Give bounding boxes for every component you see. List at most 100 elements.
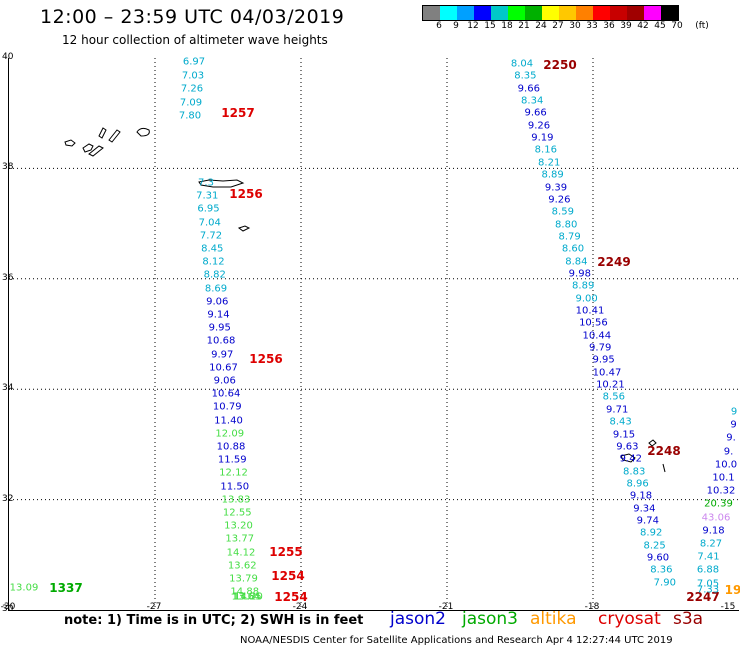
wave-height-label: 14.20 (234, 591, 263, 603)
wave-height-label: 9.18 (702, 525, 725, 537)
wave-height-label: 9.66 (524, 107, 547, 119)
wave-height-label: 8.83 (623, 466, 646, 478)
wave-height-label: 10.1 (712, 472, 735, 484)
map-area (8, 58, 739, 611)
wave-height-label: 7.80 (178, 110, 202, 122)
satellite-legend-jason2: jason2 (390, 609, 446, 629)
lat-tick-label: 36 (2, 272, 14, 283)
coastline-outline (662, 463, 666, 473)
wave-height-label: 7.41 (697, 551, 720, 563)
legend-swatch (508, 6, 525, 20)
wave-height-label: 10.44 (582, 330, 612, 342)
coastline-outline (98, 127, 107, 139)
wave-height-label: 43.06 (701, 512, 731, 524)
legend-swatch (474, 6, 491, 20)
wave-height-label: 13.83 (221, 494, 251, 506)
satellite-legend-s3a: s3a (673, 609, 704, 629)
legend-label: 18 (501, 21, 513, 31)
wave-height-label: 8.59 (551, 206, 574, 218)
wave-height-label: 10.67 (209, 362, 238, 374)
legend-label: 15 (484, 21, 496, 31)
wave-height-label: 8.80 (555, 219, 578, 231)
lon-tick-label: -30 (0, 602, 16, 612)
pass-number-label: 2248 (647, 444, 681, 458)
wave-height-label: 8.79 (558, 231, 581, 243)
wave-height-label: 7.09 (179, 97, 203, 108)
legend-label: 6 (436, 21, 442, 31)
wave-height-label: 9 (730, 406, 738, 418)
wave-height-label: 9.26 (548, 194, 571, 206)
lat-tick-label: 38 (2, 162, 14, 173)
wave-height-label: 8.89 (541, 169, 564, 181)
wave-height-label: 8.69 (204, 283, 228, 295)
wave-height-label: 10.64 (211, 388, 241, 400)
lat-tick-label: 40 (2, 52, 14, 62)
wave-height-label: 10.47 (592, 367, 622, 379)
color-legend-labels: 6 9 12 15 18 21 24 27 30 33 36 39 42 45 70 (ft) (422, 21, 740, 33)
pass-number-label: 1256 (249, 352, 283, 366)
wave-height-label: 11.40 (214, 415, 243, 427)
wave-height-label: 14.88 (230, 586, 260, 598)
legend-swatch (610, 6, 627, 20)
wave-height-label: 9.66 (517, 83, 540, 95)
legend-swatch (576, 6, 593, 20)
legend-swatch (525, 6, 542, 20)
wave-height-label: 9 (730, 419, 737, 431)
satellite-legend-altika: altika (530, 609, 577, 629)
legend-swatch (627, 6, 644, 20)
wave-height-label: 7.90 (653, 577, 676, 589)
wave-height-label: 6.97 (182, 56, 206, 68)
wave-height-label: 12.55 (222, 507, 252, 519)
wave-height-label: 20.39 (704, 498, 733, 510)
legend-label: 27 (552, 21, 564, 31)
wave-height-label: 9.71 (606, 404, 629, 416)
wave-height-label: 8.43 (609, 416, 632, 428)
pass-number-label: 1257 (221, 106, 255, 120)
wave-height-label: 6.95 (197, 203, 220, 215)
legend-label: 24 (535, 21, 547, 31)
wave-height-label: 8.16 (534, 144, 557, 156)
wave-height-label: 8.36 (650, 564, 673, 576)
wave-height-label: 9.19 (531, 132, 554, 144)
wave-height-label: 10.56 (579, 317, 608, 329)
wave-height-label: 7.04 (198, 217, 221, 229)
legend-label: 30 (569, 21, 581, 31)
wave-height-label: 8.84 (565, 256, 588, 268)
wave-height-label: 13.20 (224, 520, 253, 532)
lon-tick-label: -18 (584, 602, 600, 612)
pass-number-label: 19 (724, 583, 740, 597)
pass-number-label: 1337 (49, 581, 83, 595)
wave-height-label: 11.59 (217, 454, 247, 466)
wave-height-label: 9.63 (616, 441, 639, 453)
legend-label: 12 (467, 21, 479, 31)
legend-label: 21 (518, 21, 530, 31)
wave-height-label: 13.62 (227, 560, 257, 572)
wave-height-label: 8.25 (643, 540, 666, 552)
coastline-outline (64, 139, 76, 147)
lat-tick-label: 30 (2, 604, 14, 614)
wave-height-label: 7.31 (196, 190, 219, 202)
pass-number-label: 2247 (686, 590, 720, 604)
legend-swatch (491, 6, 508, 20)
wave-height-label: 9.00 (575, 293, 598, 305)
legend-swatch (661, 6, 678, 20)
footer-credit: NOAA/NESDIS Center for Satellite Applica… (240, 635, 673, 646)
wave-height-label: 8.45 (201, 243, 224, 255)
wave-height-label: 9.95 (208, 322, 231, 334)
legend-label: 45 (654, 21, 666, 31)
wave-height-label: 7.72 (199, 230, 223, 242)
wave-height-label: 9.97 (211, 349, 234, 361)
wave-height-label: 13.77 (225, 533, 255, 545)
wave-height-label: 7.3 (198, 177, 214, 189)
lon-tick-label: -27 (146, 602, 162, 612)
satellite-legend-cryosat: cryosat (598, 609, 661, 629)
wave-height-label: 8.56 (602, 391, 625, 403)
wave-height-label: 9.79 (589, 342, 612, 354)
legend-unit: (ft) (695, 21, 709, 31)
page-title: 12:00 – 23:59 UTC 04/03/2019 (40, 6, 345, 28)
wave-height-label: 10.32 (706, 485, 736, 497)
coastline-outline (136, 127, 150, 137)
pass-number-label: 1254 (274, 590, 308, 604)
lat-tick-label: 32 (2, 493, 14, 504)
legend-label: 42 (637, 21, 649, 31)
